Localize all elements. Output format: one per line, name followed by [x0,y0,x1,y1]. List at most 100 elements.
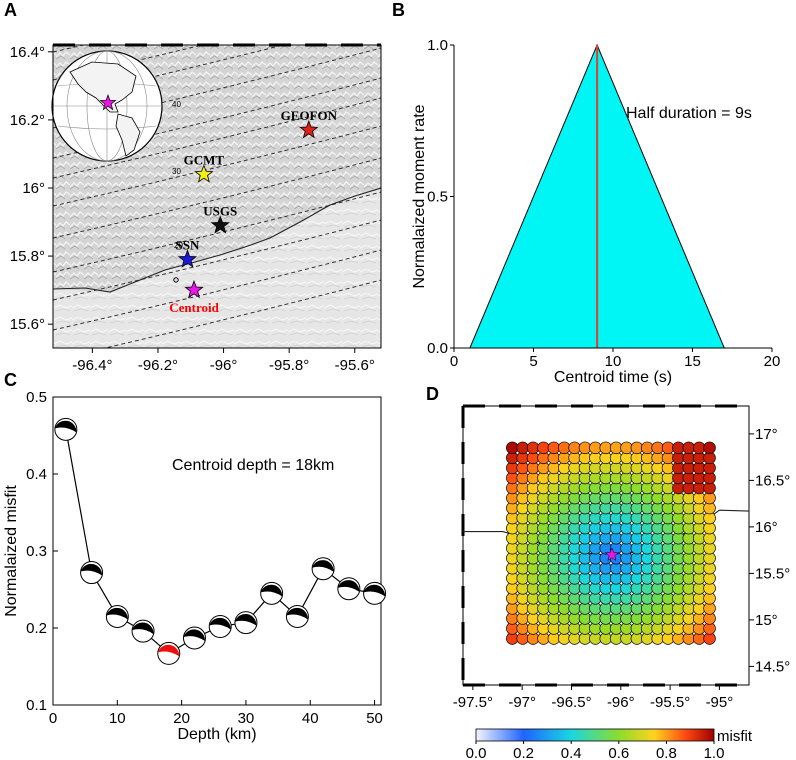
beachball-compression [363,584,386,597]
beachball-compression [312,560,334,572]
north-america-outline [69,61,137,113]
epicenter-star-gcmt [194,164,214,183]
y-tick-label: 15° [755,612,778,629]
y-tick-label: 15.5° [755,565,790,582]
grid-node [672,441,685,455]
colorbar [475,728,715,742]
contour-line [53,219,381,301]
y-tick-label: 16.5° [755,472,790,489]
grid-node [609,441,623,455]
beachball-compression [157,644,180,657]
grid-node [526,441,540,455]
beachball-compression [260,584,283,597]
half-duration-annotation: Half duration = 9s [626,105,752,122]
beachball-compression [209,617,231,630]
contour-line [53,157,381,239]
panel-b-letter: B [392,0,405,20]
beachball-depth-6 [80,561,104,585]
x-axis-label: Depth (km) [177,726,256,743]
beachball-depth-42 [311,557,335,581]
y-tick-label: 0.5 [26,389,47,406]
epicenter-star-ssn [177,249,198,268]
x-tick-label: -95.5° [650,694,690,711]
x-axis-label: Centroid time (s) [554,369,672,386]
grid-node [630,441,644,455]
beachball-compression [183,629,205,642]
panel-a-map: A 40 30 20 GEOFON GCMT USGS SSN Centroid -96.4… [4,0,382,374]
y-tick-label: 16° [22,180,45,197]
y-tick-label: 0.2 [26,620,47,637]
panel-c-depth-misfit: C 0 10 20 30 40 50 0.1 0.2 0.3 0.4 0.5 Depth (km) No… [3,370,387,743]
x-tick-label: 30 [238,710,255,727]
x-tick-label: -96.5° [551,694,591,711]
grid-node [620,441,633,455]
grid-node [692,441,706,455]
best-location-star [604,547,620,562]
contour-label: 30 [172,167,181,176]
south-america-outline [115,113,141,157]
x-tick-label: 10 [109,710,126,727]
colorbar-tick-label: 0.6 [608,745,629,760]
y-tick-label: 0.4 [26,466,47,483]
x-tick-label: 20 [173,710,190,727]
panel-c-letter: C [4,370,17,390]
x-tick-label: 50 [366,710,383,727]
misfit-grid [506,441,716,645]
plot-frame [52,396,382,706]
x-tick-label: -96° [210,357,238,374]
grid-node [661,441,675,455]
beachball-depth-50 [363,581,387,605]
colorbar-tick-label: 0.2 [513,745,534,760]
y-tick-label: 0.3 [26,543,47,560]
epicenter-star-centroid [184,279,204,299]
x-tick-label: -97.5° [453,694,493,711]
contour-line [53,249,381,331]
x-tick-label: 40 [302,710,319,727]
beachball-depth-22 [182,626,206,650]
colorbar-tick-label: 1.0 [704,745,725,760]
epicenter-label-usgs: USGS [203,203,237,218]
x-tick-label: -95.8° [269,357,309,374]
beachball-depth-10 [105,604,129,628]
y-axis-label: Normalaized misfit [3,485,20,617]
epicenter-star-usgs [210,215,230,234]
panel-b-source-time-function: B 0 5 10 15 20 0.0 0.5 1.0 Centroid time (s) Norm… [392,0,780,386]
beachball-compression [54,420,77,433]
y-tick-label: 17° [755,426,778,443]
colorbar-tick-label: 0.4 [561,745,582,760]
x-tick-label: 10 [605,353,622,370]
grid-node [589,441,602,455]
beachball-depth-46 [337,577,361,601]
y-tick-label: 16.4° [10,44,45,61]
contour-label: 20 [174,241,183,250]
grid-node [599,441,612,455]
contour-line [53,125,381,207]
grid-node [682,441,696,455]
x-tick-label: 20 [764,353,781,370]
grid-node [506,441,519,455]
panel-d-location-grid: D -97.5° -97° -96.5° -96° -95.5° -95° 14.5° 15°… [426,384,790,760]
y-tick-label: 16.2° [10,112,45,129]
map-axes: -96.4° -96.2° -96° -95.8° -95.6° 15.6° 15.8° 16… [10,44,375,374]
contour-label: 40 [172,100,181,109]
y-tick-label: 1.0 [427,37,448,54]
y-tick-label: 0.5 [427,189,448,206]
globe-epicenter-star [99,93,117,111]
y-axis-label: Normalaized moment rate [411,104,428,288]
colorbar-tick-label: 0.8 [656,745,677,760]
beachball-compression [80,563,103,576]
x-tick-label: -95° [706,694,734,711]
grid-node [516,441,529,455]
grid-node [537,441,550,455]
beachball-compression [106,607,128,620]
panel-d-letter: D [426,384,439,404]
x-tick-label: 5 [529,353,537,370]
sea-floor [53,188,381,348]
epicenter-label-centroid: Centroid [169,300,219,315]
y-tick-label: 0.0 [427,340,448,357]
beachball-depth-2 [54,417,78,441]
panel-a-letter: A [4,0,17,20]
beachball-depth-18 [157,641,181,665]
x-tick-label: 0 [49,710,57,727]
